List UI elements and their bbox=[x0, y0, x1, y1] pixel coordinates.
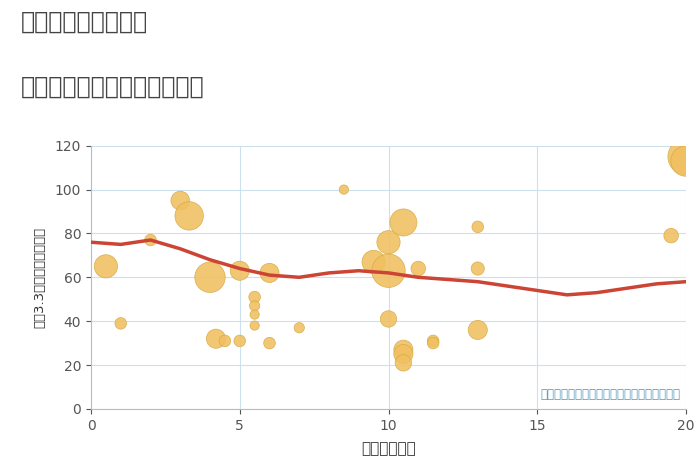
Text: 駅距離別中古マンション価格: 駅距離別中古マンション価格 bbox=[21, 75, 204, 99]
Point bbox=[234, 267, 246, 274]
Point bbox=[428, 339, 439, 347]
Text: 三重県伊賀市川上の: 三重県伊賀市川上の bbox=[21, 9, 148, 33]
Point bbox=[472, 223, 483, 231]
Point bbox=[666, 232, 677, 239]
Point bbox=[398, 359, 409, 367]
Point bbox=[398, 350, 409, 358]
Point bbox=[428, 337, 439, 345]
Point bbox=[472, 265, 483, 272]
Point bbox=[264, 269, 275, 277]
Point bbox=[183, 212, 195, 219]
Point bbox=[680, 153, 692, 160]
Point bbox=[413, 265, 424, 272]
Point bbox=[398, 219, 409, 226]
Point bbox=[680, 157, 692, 165]
Point bbox=[264, 339, 275, 347]
Point bbox=[234, 337, 246, 345]
Point bbox=[219, 337, 230, 345]
Point bbox=[249, 293, 260, 301]
Point bbox=[204, 274, 216, 281]
Point bbox=[338, 186, 349, 193]
Point bbox=[115, 320, 126, 327]
Point bbox=[383, 267, 394, 274]
Point bbox=[100, 263, 111, 270]
Point bbox=[383, 315, 394, 323]
X-axis label: 駅距離（分）: 駅距離（分） bbox=[361, 441, 416, 456]
Y-axis label: 坪（3.3㎡）単価（万円）: 坪（3.3㎡）単価（万円） bbox=[34, 227, 47, 328]
Point bbox=[368, 258, 379, 266]
Point bbox=[249, 311, 260, 318]
Point bbox=[145, 236, 156, 244]
Point bbox=[472, 326, 483, 334]
Point bbox=[175, 197, 186, 204]
Point bbox=[249, 322, 260, 329]
Point bbox=[210, 335, 221, 343]
Point bbox=[383, 238, 394, 246]
Point bbox=[249, 302, 260, 310]
Text: 円の大きさは、取引のあった物件面積を示す: 円の大きさは、取引のあった物件面積を示す bbox=[540, 388, 680, 401]
Point bbox=[398, 346, 409, 353]
Point bbox=[294, 324, 305, 331]
